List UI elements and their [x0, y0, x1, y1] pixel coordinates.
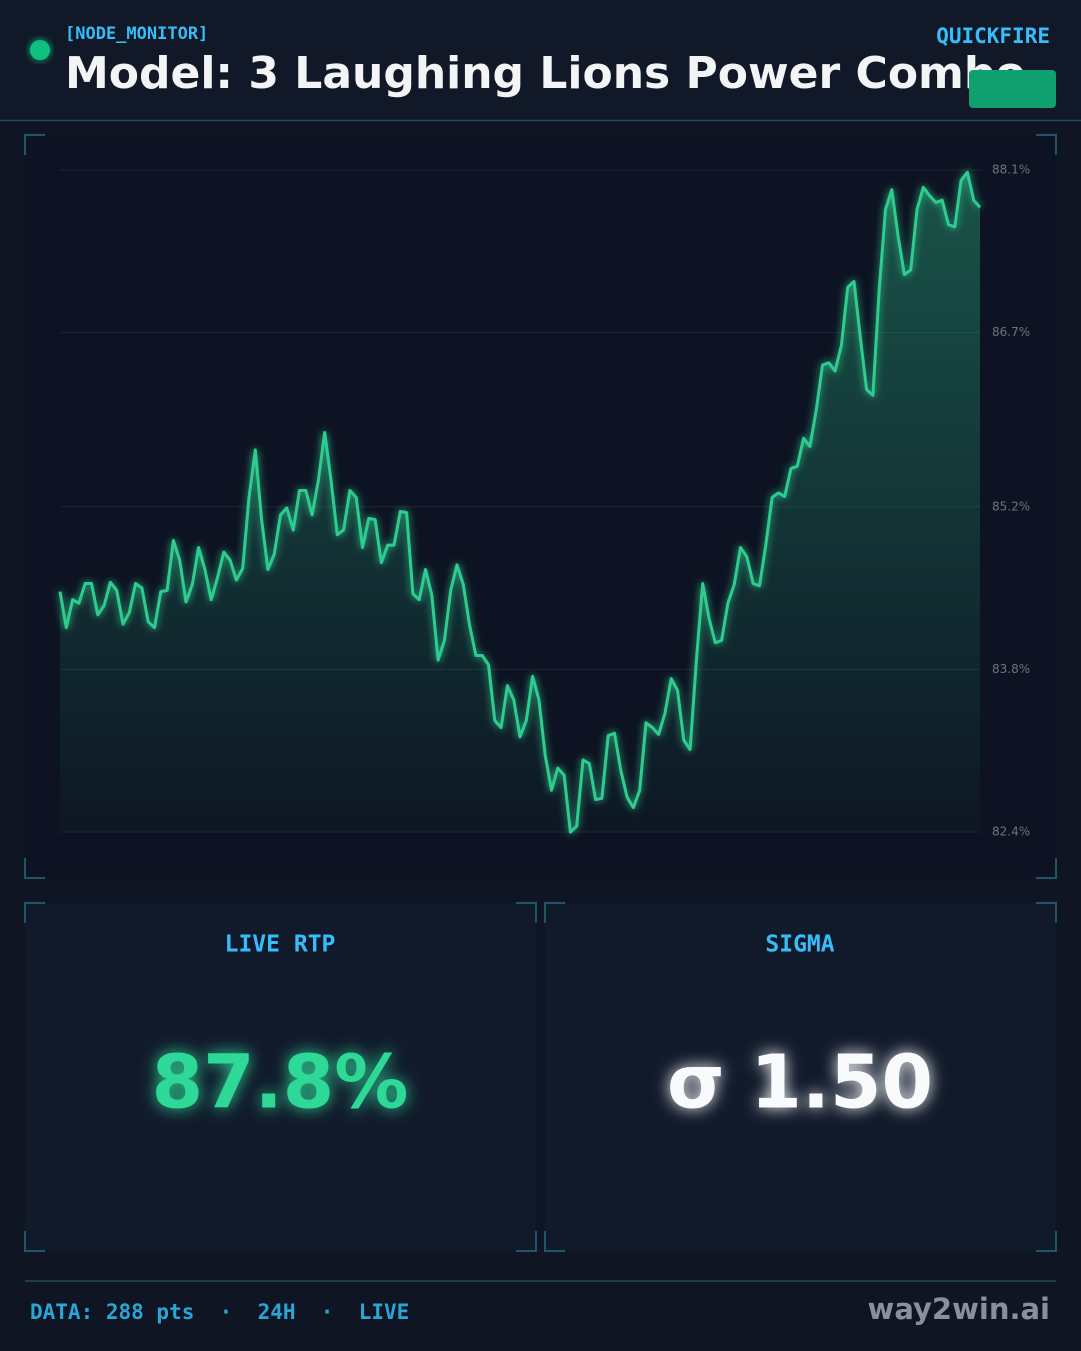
- badge-label: QUICKFIRE: [936, 24, 1050, 48]
- y-tick-label: 85.2%: [992, 499, 1030, 513]
- bracket: [24, 902, 537, 1252]
- stat-panel: [545, 903, 1056, 1251]
- plot: 82.4% 83.8% 85.2% 86.7% 88.1%: [58, 163, 1030, 839]
- stat-value: σ 1.50: [667, 1040, 933, 1126]
- status-dot: [30, 40, 50, 60]
- footer-info: DATA: 288 pts · 24H · LIVE: [30, 1300, 409, 1324]
- y-tick-label: 82.4%: [992, 825, 1030, 839]
- stat-label: SIGMA: [765, 932, 834, 958]
- y-tick-label: 86.7%: [992, 325, 1030, 339]
- page-title: Model: 3 Laughing Lions Power Combo: [65, 48, 1026, 99]
- area: [60, 172, 980, 833]
- line: [58, 170, 982, 834]
- y-tick-label: 83.8%: [992, 662, 1030, 676]
- bracket: [544, 902, 1057, 1252]
- corner-brackets: [24, 134, 1057, 1252]
- y-tick-label: 88.1%: [992, 163, 1030, 177]
- stat-label: LIVE RTP: [225, 932, 336, 958]
- footer-brand: way2win.ai: [868, 1292, 1050, 1326]
- bracket: [24, 134, 1057, 879]
- header-bg: [0, 0, 1081, 120]
- badge: [969, 70, 1056, 108]
- stat-panel: [25, 903, 536, 1251]
- node-tag: [NODE_MONITOR]: [65, 24, 208, 44]
- stat-value: 87.8%: [152, 1040, 409, 1126]
